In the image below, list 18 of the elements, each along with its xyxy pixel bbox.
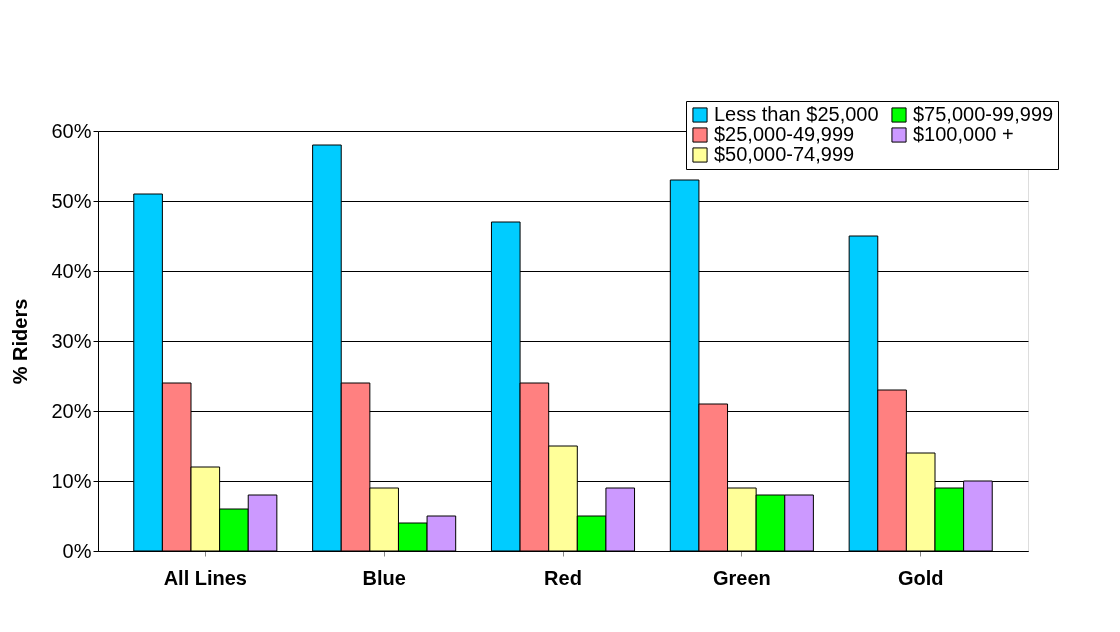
- x-tick-label: All Lines: [163, 566, 247, 589]
- legend-label: Less than $25,000: [714, 103, 879, 125]
- legend-label: $100,000 +: [913, 123, 1014, 145]
- y-tick-label: 0%: [62, 539, 92, 562]
- x-tick-label: Green: [712, 566, 771, 589]
- x-tick-label: Red: [544, 566, 582, 589]
- x-tick-label: Gold: [897, 566, 944, 589]
- y-tick-label: 30%: [51, 329, 92, 352]
- y-tick-label: 20%: [51, 399, 92, 422]
- y-axis-title: % Riders: [9, 298, 32, 385]
- x-tick-label: Blue: [362, 566, 406, 589]
- y-tick-label: 10%: [51, 469, 92, 492]
- legend-label: $25,000-49,999: [714, 123, 855, 145]
- y-tick-label: 60%: [51, 119, 92, 142]
- y-tick-label: 50%: [51, 189, 92, 212]
- legend-label: $50,000-74,999: [714, 143, 855, 165]
- y-tick-label: 40%: [51, 259, 92, 282]
- legend-label: $75,000-99,999: [913, 103, 1054, 125]
